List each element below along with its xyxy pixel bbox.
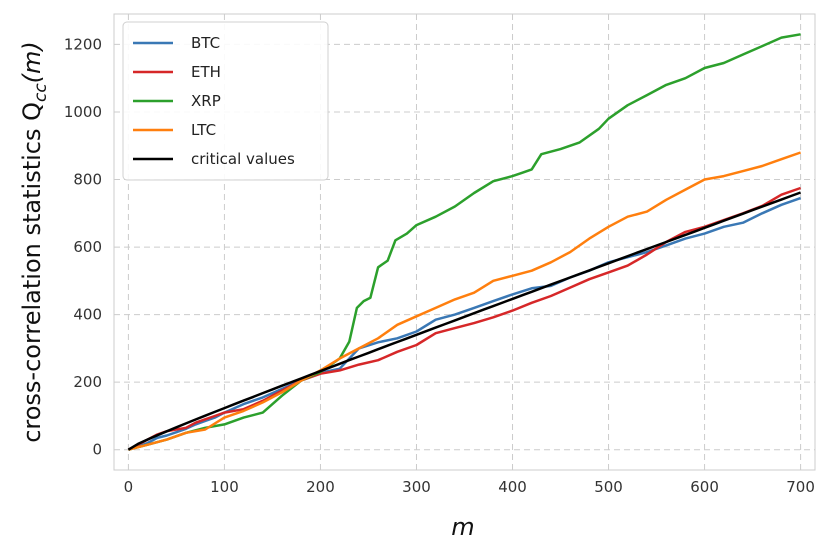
y-tick-label: 400 bbox=[73, 306, 102, 324]
legend: BTC ETH XRP LTC critical values bbox=[122, 21, 329, 181]
y-axis-title-arg: (m) bbox=[18, 41, 46, 83]
x-tick-label: 100 bbox=[210, 478, 239, 496]
series-line-xrp bbox=[128, 33, 801, 451]
y-tick-label: 800 bbox=[73, 171, 102, 189]
y-tick-label: 1200 bbox=[64, 35, 102, 53]
x-tick-label: 200 bbox=[306, 478, 335, 496]
series-line-ltc bbox=[128, 151, 802, 451]
series-lines bbox=[127, 33, 802, 451]
legend-label: LTC bbox=[191, 121, 216, 139]
series-line-critical-values bbox=[127, 191, 802, 451]
legend-box bbox=[122, 21, 329, 181]
x-tick-label: 400 bbox=[498, 478, 527, 496]
x-tick-label: 600 bbox=[690, 478, 719, 496]
y-tick-label: 1000 bbox=[64, 103, 102, 121]
series-line-btc bbox=[127, 196, 802, 451]
y-tick-labels: 0 200 400 600 800 1000 1200 bbox=[64, 35, 102, 458]
legend-label: XRP bbox=[191, 92, 221, 110]
x-tick-labels: 0 100 200 300 400 500 600 700 bbox=[124, 478, 815, 496]
y-tick-label: 0 bbox=[92, 441, 102, 459]
y-tick-label: 600 bbox=[73, 238, 102, 256]
y-axis-title-main: cross-correlation statistics Q bbox=[18, 102, 46, 443]
legend-label: critical values bbox=[191, 150, 295, 168]
x-tick-label: 700 bbox=[786, 478, 815, 496]
x-axis-title: m bbox=[451, 513, 474, 541]
x-tick-label: 300 bbox=[402, 478, 431, 496]
legend-label: ETH bbox=[191, 63, 221, 81]
x-tick-label: 500 bbox=[594, 478, 623, 496]
y-tick-label: 200 bbox=[73, 373, 102, 391]
y-axis-title: cross-correlation statistics Qcc(m) bbox=[18, 41, 51, 443]
x-tick-label: 0 bbox=[124, 478, 134, 496]
legend-label: BTC bbox=[191, 34, 220, 52]
y-axis-title-sub: cc bbox=[31, 83, 51, 102]
